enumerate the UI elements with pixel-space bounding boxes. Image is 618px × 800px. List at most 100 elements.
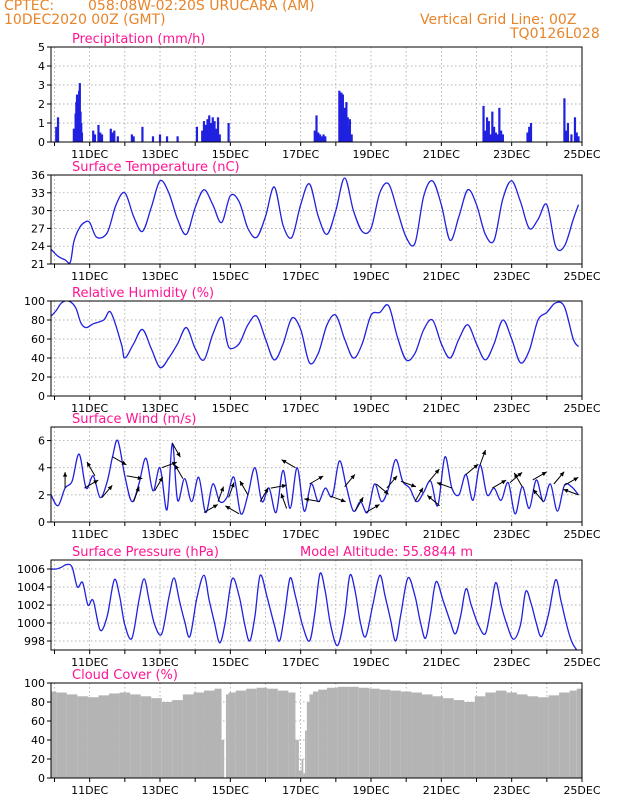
precipitation-bar — [141, 126, 144, 142]
x-tick-label: 15DEC — [212, 270, 249, 283]
temperature-title: Surface Temperature (nC) — [72, 160, 240, 175]
wind-arrowhead — [93, 480, 99, 485]
x-tick-label: 25DEC — [563, 656, 600, 669]
precipitation-bar — [501, 134, 504, 142]
cloud-bar — [295, 740, 299, 778]
cloud-bar — [306, 702, 310, 778]
precipitation-bar — [529, 123, 533, 142]
cloud-bar — [527, 696, 539, 778]
precipitation-y-tick-label: 4 — [38, 60, 45, 73]
precipitation-data — [55, 83, 580, 142]
temperature-panel: 21 24 27 30 33 36 11DEC 13DEC 15DEC 17DEC 19DEC 21D… — [31, 160, 601, 283]
humidity-y-tick-label: 60 — [31, 333, 45, 346]
cloud-bar — [161, 702, 173, 778]
wind-arrowhead — [174, 464, 180, 470]
precipitation-bar — [206, 119, 209, 142]
cloud-bar — [379, 689, 391, 778]
cloud-bar — [288, 692, 296, 778]
cloud-bar — [130, 694, 141, 778]
wind-arrowhead — [383, 489, 389, 495]
wind-arrowhead — [481, 449, 486, 455]
precipitation-bar — [100, 134, 104, 142]
cloud-bar — [98, 695, 110, 778]
cloud-bar — [318, 689, 328, 778]
cloud-bar — [298, 770, 302, 778]
temperature-series-line — [51, 177, 580, 264]
precipitation-bar — [109, 128, 112, 142]
humidity-frame — [50, 300, 583, 397]
cloud-bar — [559, 692, 570, 778]
cloud-bar — [548, 695, 560, 778]
cloud-bar — [421, 694, 433, 778]
temperature-y-tick-label: 24 — [31, 240, 45, 253]
cloud-bar — [485, 692, 496, 778]
cloud-bar — [228, 692, 236, 778]
pressure-y-tick-label: 1000 — [17, 617, 45, 630]
precipitation-bar — [209, 123, 213, 142]
x-tick-label: 15DEC — [212, 784, 249, 797]
x-tick-label: 11DEC — [71, 528, 108, 541]
cloud-frame — [50, 682, 583, 779]
precipitation-bar — [215, 128, 218, 142]
x-tick-label: 13DEC — [141, 784, 178, 797]
wind-arrowhead — [427, 495, 433, 500]
temperature-y-tick-label: 30 — [31, 205, 45, 218]
chart-header: CPTEC: 058:08W-02:20S URUCARA (AM) 10DEC… — [0, 0, 618, 44]
cloud-bar — [267, 688, 278, 778]
wind-y-tick-label: 0 — [38, 516, 45, 529]
cloud-bar — [369, 688, 380, 778]
precipitation-bar — [201, 130, 204, 142]
precipitation-bar — [55, 126, 58, 142]
cloud-y-tick-label: 100 — [24, 677, 45, 690]
code-label: TQ0126L028 — [510, 26, 600, 42]
precipitation-bar — [315, 115, 318, 142]
x-tick-label: 25DEC — [563, 270, 600, 283]
cloud-title: Cloud Cover (%) — [72, 668, 178, 683]
precipitation-bar — [202, 121, 206, 142]
cloud-bar — [348, 686, 359, 778]
wind-arrowhead — [392, 475, 398, 481]
cloud-y-tick-label: 40 — [31, 734, 45, 747]
x-tick-label: 21DEC — [423, 148, 460, 161]
precipitation-bar — [97, 124, 100, 142]
wind-arrowhead — [374, 504, 380, 509]
x-tick-label: 21DEC — [423, 656, 460, 669]
x-tick-label: 21DEC — [423, 784, 460, 797]
cloud-bar — [256, 687, 268, 778]
precipitation-bar — [566, 123, 570, 142]
x-tick-label: 19DEC — [352, 528, 389, 541]
cloud-bar — [119, 692, 131, 778]
wind-arrowhead — [501, 480, 507, 485]
wind-arrowhead — [158, 476, 163, 482]
cloud-bar — [495, 690, 507, 778]
x-tick-label: 23DEC — [493, 656, 530, 669]
precipitation-bar — [158, 134, 162, 142]
x-tick-label: 25DEC — [563, 148, 600, 161]
wind-arrowhead — [514, 472, 519, 478]
wind-series-line — [51, 439, 580, 515]
precipitation-bar — [526, 132, 529, 142]
precipitation-bar — [204, 124, 207, 142]
precipitation-bar — [227, 123, 230, 142]
precipitation-bar — [92, 130, 95, 142]
humidity-y-tick-label: 0 — [38, 390, 45, 403]
wind-arrowhead — [573, 477, 579, 482]
cloud-bar — [182, 694, 194, 778]
location-label: 058:08W-02:20S URUCARA (AM) — [88, 0, 315, 14]
wind-arrowhead — [410, 483, 416, 488]
cloud-bar — [87, 697, 99, 778]
cloud-bar — [506, 692, 517, 778]
x-tick-label: 11DEC — [71, 784, 108, 797]
pressure-data — [51, 563, 578, 650]
pressure-series-line — [51, 563, 578, 650]
x-tick-label: 13DEC — [141, 402, 178, 415]
precipitation-bar — [132, 136, 135, 142]
precipitation-y-tick-label: 0 — [38, 136, 45, 149]
precipitation-bar — [211, 117, 214, 142]
cloud-bar — [151, 698, 162, 778]
precipitation-bar — [317, 132, 320, 142]
temperature-y-tick-label: 33 — [31, 187, 45, 200]
cloud-bar — [246, 688, 257, 778]
humidity-y-tick-label: 20 — [31, 371, 45, 384]
precipitation-bar — [484, 130, 487, 142]
